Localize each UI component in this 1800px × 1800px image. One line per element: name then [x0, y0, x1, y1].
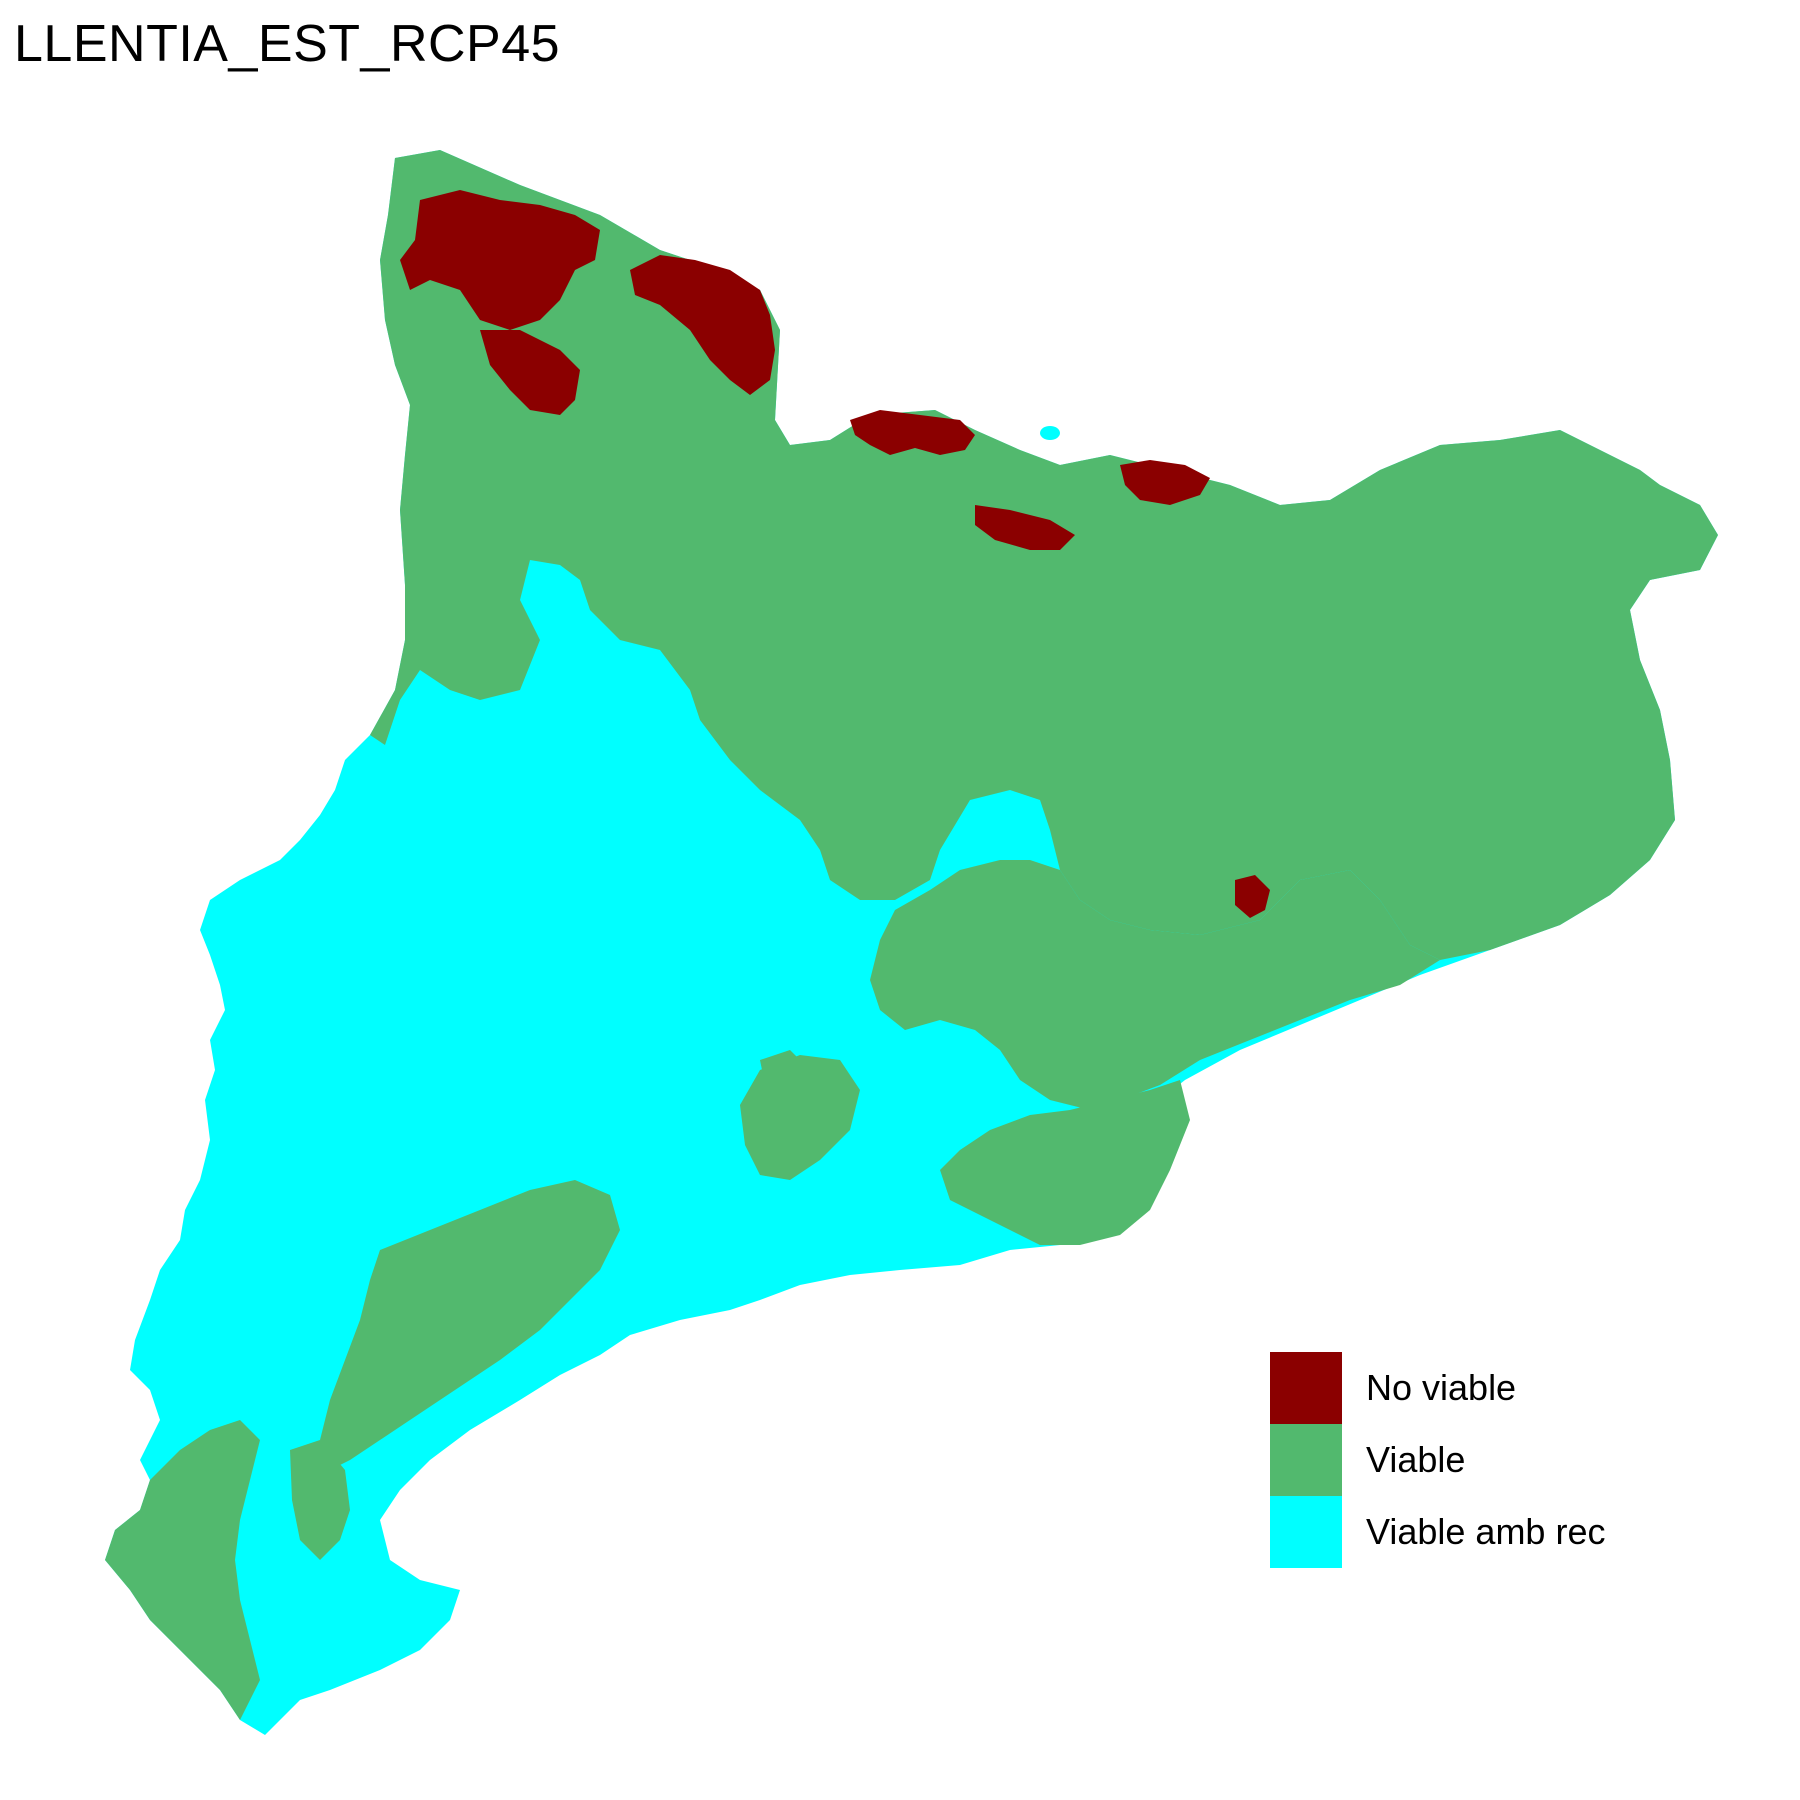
legend-label-no-viable: No viable — [1366, 1367, 1517, 1408]
legend-item-viable-amb-rec: Viable amb rec — [1270, 1496, 1605, 1568]
legend-label-viable-amb-rec: Viable amb rec — [1366, 1511, 1606, 1552]
legend-label-viable: Viable — [1366, 1439, 1466, 1480]
legend-item-no-viable: No viable — [1270, 1352, 1605, 1424]
map-title: LLENTIA_EST_RCP45 — [14, 15, 561, 73]
region-viable-amb-rec-island — [1040, 426, 1060, 440]
legend: No viable Viable Viable amb rec — [1270, 1352, 1605, 1568]
legend-swatch-viable — [1270, 1424, 1342, 1496]
region-no-viable — [400, 190, 1270, 918]
legend-swatch-no-viable — [1270, 1352, 1342, 1424]
legend-item-viable: Viable — [1270, 1424, 1605, 1496]
legend-swatch-viable-amb-rec — [1270, 1496, 1342, 1568]
